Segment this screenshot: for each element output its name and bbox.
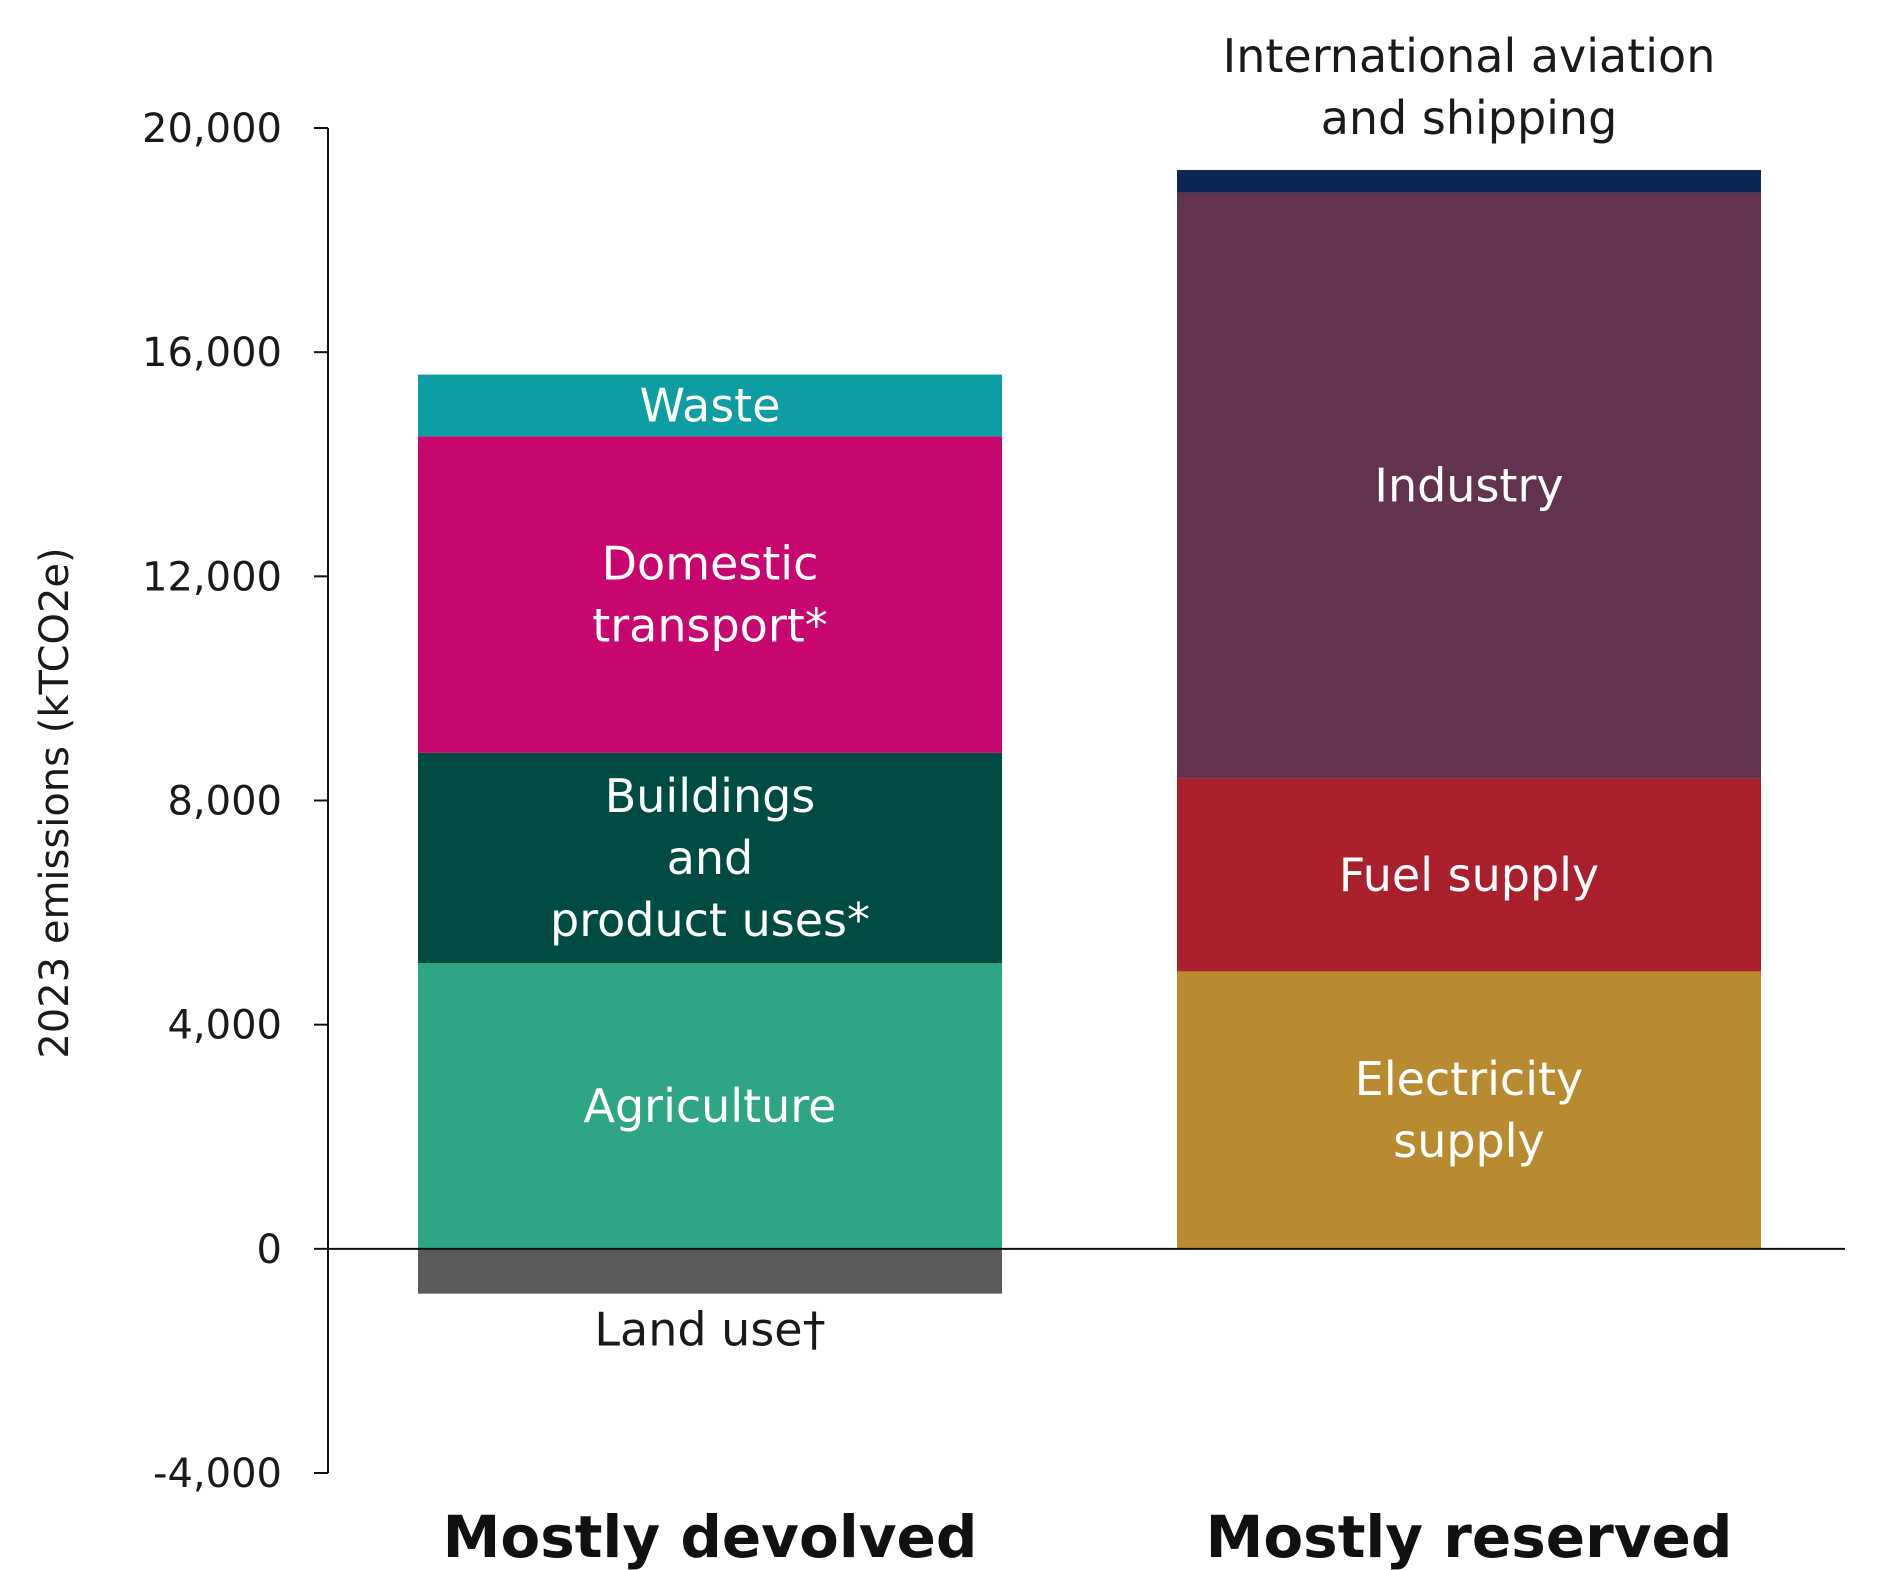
category-label: Mostly devolved [443,1503,978,1570]
y-tick-label: 12,000 [142,554,282,600]
bar-segment [418,374,1002,437]
y-tick-label: -4,000 [153,1451,282,1497]
stacked-bars [418,170,1761,1294]
segment-label: International aviation and shipping [1223,29,1716,145]
category-label: Mostly reserved [1206,1503,1733,1570]
bar-segment [418,436,1002,753]
segment-label: Buildings and product uses* [550,769,870,947]
y-axis-ticks: 20,000 16,000 12,000 8,000 4,000 0 -4,000 [142,106,328,1497]
segment-label: Industry [1374,458,1563,512]
category-labels: Mostly devolved Mostly reserved [443,1503,1733,1570]
segment-label: Domestic transport* [592,537,828,653]
y-tick-label: 8,000 [167,779,282,825]
axes [327,128,1845,1473]
segment-label: Agriculture [584,1079,837,1133]
segment-label: Fuel supply [1339,848,1599,902]
y-axis-title: 2023 emissions (kTCO2e) [32,547,78,1058]
y-tick-label: 20,000 [142,106,282,152]
bar-segment [1177,192,1761,779]
bar-segment [1177,170,1761,193]
segment-label: Land use† [594,1303,825,1357]
segment-labels: Agriculture Buildings and product uses* Dome… [550,29,1715,1357]
bar-segment [418,963,1002,1249]
bar-segment [1177,971,1761,1249]
bar-segment [1177,778,1761,972]
bar-segment [418,1248,1002,1294]
y-tick-label: 4,000 [167,1003,282,1049]
bar-segment [418,752,1002,964]
segment-label: Electricity supply [1355,1052,1584,1168]
segment-label: Waste [639,378,780,432]
y-tick-label: 16,000 [142,330,282,376]
y-tick-label: 0 [257,1227,282,1273]
